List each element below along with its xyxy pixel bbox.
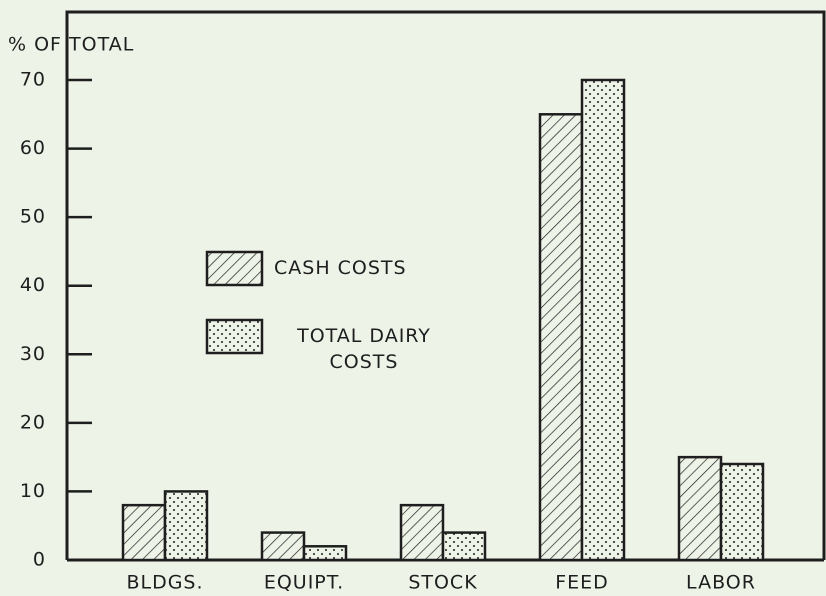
y-tick-label: 40 — [20, 274, 46, 296]
legend-swatch — [205, 250, 264, 287]
x-tick-label: LABOR — [686, 572, 756, 594]
bar — [580, 78, 626, 562]
bar — [121, 503, 167, 562]
bar — [399, 503, 445, 562]
y-tick-label: 10 — [20, 480, 46, 502]
y-tick-label: 30 — [20, 343, 46, 365]
bar — [677, 455, 723, 562]
y-tick-label: 0 — [33, 549, 46, 571]
y-tick-label: 20 — [20, 411, 46, 433]
bar — [538, 113, 584, 562]
x-tick-label: FEED — [555, 572, 609, 594]
bar — [163, 490, 209, 562]
legend-label: CASH COSTS — [274, 257, 407, 279]
x-tick-label: BLDGS. — [126, 572, 203, 594]
y-tick-label: 60 — [20, 137, 46, 159]
bar — [719, 462, 765, 562]
bar — [302, 545, 348, 562]
bar — [260, 531, 306, 562]
y-tick-label: 50 — [20, 206, 46, 228]
x-tick-label: STOCK — [408, 572, 477, 594]
y-tick-label: 70 — [20, 69, 46, 91]
legend-swatch — [205, 318, 264, 355]
y-axis-label: % OF TOTAL — [8, 34, 134, 56]
bar — [441, 531, 487, 562]
x-tick-label: EQUIPT. — [264, 572, 344, 594]
legend-label: TOTAL DAIRY COSTS — [297, 325, 431, 373]
